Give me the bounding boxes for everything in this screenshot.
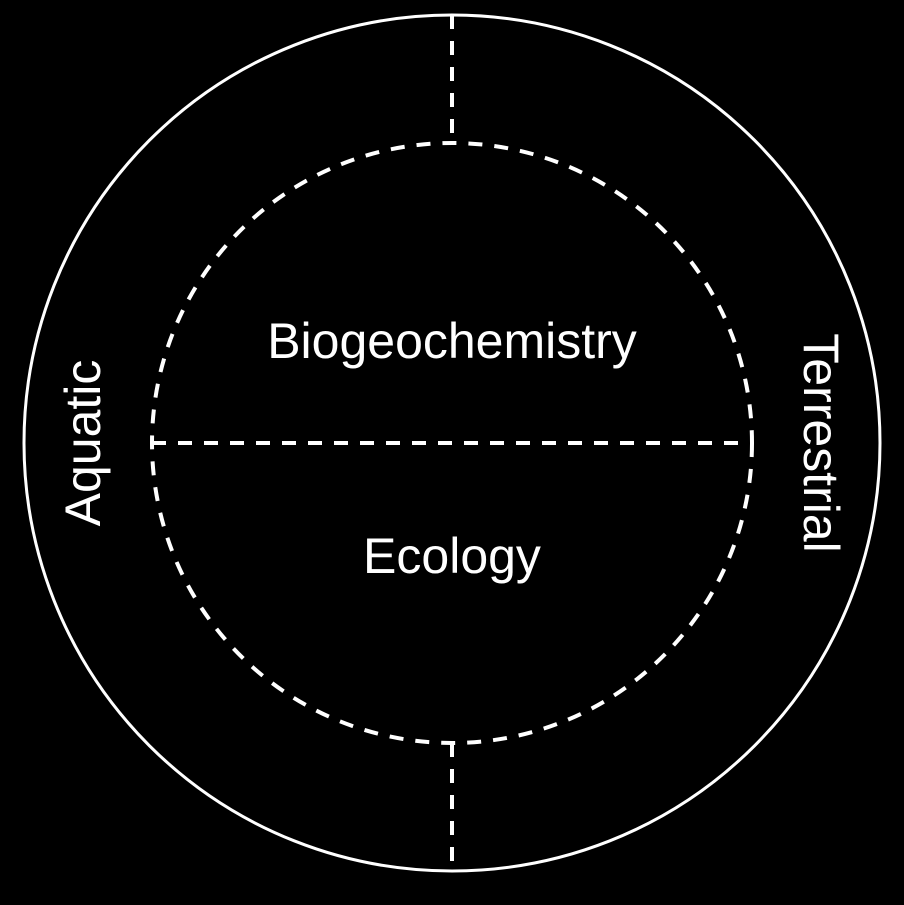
label-terrestrial: Terrestrial [793,333,849,552]
label-aquatic: Aquatic [55,360,111,527]
diagram-svg: Biogeochemistry Ecology Aquatic Terrestr… [0,0,904,905]
label-biogeochemistry: Biogeochemistry [267,313,637,369]
label-ecology: Ecology [363,528,541,584]
